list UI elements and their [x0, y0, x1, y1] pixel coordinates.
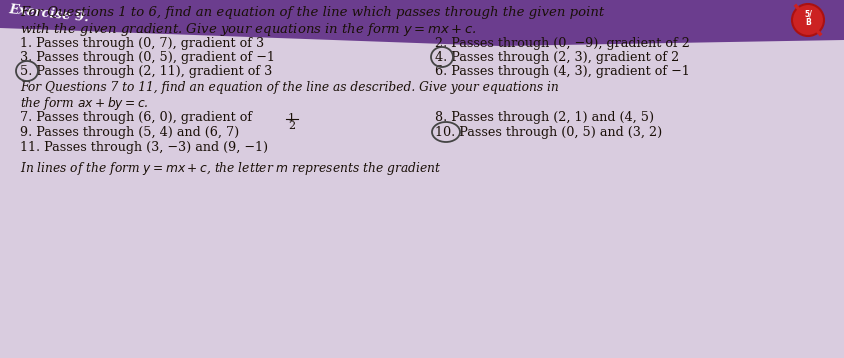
Text: 1: 1 [288, 113, 295, 123]
Text: 5/
B: 5/ B [804, 9, 812, 26]
Text: with the given gradient. Give your equations in the form $y = mx + c$.: with the given gradient. Give your equat… [20, 21, 477, 38]
Text: 1. Passes through (0, 7), gradient of 3: 1. Passes through (0, 7), gradient of 3 [20, 37, 264, 50]
Text: 2: 2 [288, 121, 295, 131]
Text: In lines of the form $y = mx + c$, the letter $m$ represents the gradient: In lines of the form $y = mx + c$, the l… [20, 160, 441, 177]
Text: 4. Passes through (2, 3), gradient of 2: 4. Passes through (2, 3), gradient of 2 [435, 51, 679, 64]
Text: 3. Passes through (0, 5), gradient of −1: 3. Passes through (0, 5), gradient of −1 [20, 51, 275, 64]
Text: 11. Passes through (3, −3) and (9, −1): 11. Passes through (3, −3) and (9, −1) [20, 141, 268, 154]
Text: 6. Passes through (4, 3), gradient of −1: 6. Passes through (4, 3), gradient of −1 [435, 65, 690, 78]
Text: 7. Passes through (6, 0), gradient of: 7. Passes through (6, 0), gradient of [20, 111, 256, 124]
Text: the form $ax + by = c$.: the form $ax + by = c$. [20, 95, 149, 112]
Text: 9. Passes through (5, 4) and (6, 7): 9. Passes through (5, 4) and (6, 7) [20, 126, 239, 139]
Text: 8. Passes through (2, 1) and (4, 5): 8. Passes through (2, 1) and (4, 5) [435, 111, 654, 124]
Text: 2. Passes through (0, −9), gradient of 2: 2. Passes through (0, −9), gradient of 2 [435, 37, 690, 50]
Text: For Questions 7 to 11, find an equation of the line as described. Give your equa: For Questions 7 to 11, find an equation … [20, 81, 559, 94]
Text: 10. Passes through (0, 5) and (3, 2): 10. Passes through (0, 5) and (3, 2) [435, 126, 663, 139]
Text: Exercise 9.: Exercise 9. [8, 3, 89, 24]
Text: 5. Passes through (2, 11), gradient of 3: 5. Passes through (2, 11), gradient of 3 [20, 65, 273, 78]
Circle shape [792, 4, 824, 36]
Polygon shape [0, 0, 844, 46]
Text: For Questions 1 to 6, find an equation of the line which passes through the give: For Questions 1 to 6, find an equation o… [20, 6, 604, 19]
